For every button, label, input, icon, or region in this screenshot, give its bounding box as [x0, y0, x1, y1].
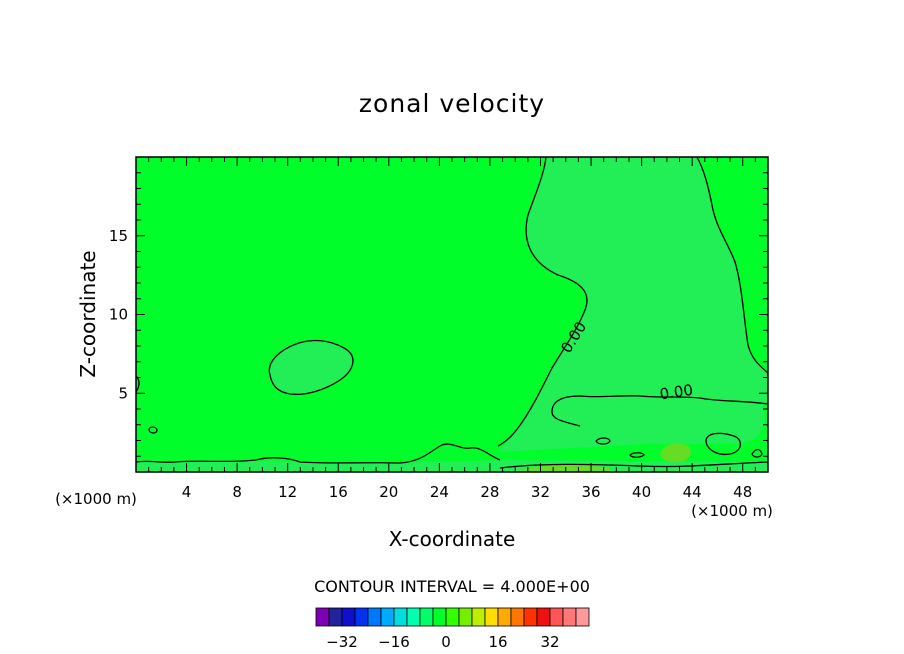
x-tick-label: 40: [632, 483, 651, 501]
x-tick-label: 24: [430, 483, 449, 501]
y-tick-label: 10: [109, 306, 128, 324]
colorbar-tick-label: 0: [441, 633, 451, 651]
colorbar-swatch: [380, 607, 395, 627]
plot-area: 0.00 0.00: [135, 156, 769, 473]
colorbar-swatch: [471, 607, 486, 627]
x-axis-label: X-coordinate: [389, 527, 516, 551]
chart-title: zonal velocity: [359, 89, 545, 118]
colorbar-swatch: [367, 607, 382, 627]
colorbar-swatch: [510, 607, 525, 627]
contour-patch-yellowgreen: [660, 443, 691, 463]
x-unit-right: (×1000 m): [691, 502, 773, 520]
x-tick-label: 44: [683, 483, 702, 501]
colorbar-swatch: [432, 607, 447, 627]
contour-line-bottom-right: [499, 461, 769, 469]
colorbar-swatch: [497, 607, 512, 627]
contour-interval-text: CONTOUR INTERVAL = 4.000E+00: [314, 577, 590, 596]
colorbar-swatch: [419, 607, 434, 627]
contour-line-small-6: [751, 448, 763, 458]
colorbar-swatch: [536, 607, 551, 627]
colorbar-swatch: [445, 607, 460, 627]
contour-line-bottom: [135, 443, 501, 464]
contour-line-zero-far-right: [696, 156, 769, 374]
y-tick-label: 15: [109, 227, 128, 245]
colorbar-swatch: [406, 607, 421, 627]
colorbar-swatch: [549, 607, 564, 627]
y-tick-label: 5: [118, 384, 128, 402]
x-tick-label: 8: [232, 483, 242, 501]
colorbar-swatch: [393, 607, 408, 627]
colorbar-swatch: [315, 607, 330, 627]
colorbar: −32 −16 0 16 32: [315, 607, 590, 651]
x-tick-label: 16: [329, 483, 348, 501]
colorbar-swatch: [341, 607, 356, 627]
contour-region-blob: [269, 340, 353, 395]
contour-line-small-1: [705, 432, 741, 456]
y-axis-label: Z-coordinate: [76, 250, 100, 377]
x-tick-label: 20: [379, 483, 398, 501]
contour-line-small-2: [148, 426, 158, 434]
x-tick-label: 32: [531, 483, 550, 501]
colorbar-swatch: [354, 607, 369, 627]
x-tick-label: 36: [581, 483, 600, 501]
contour-line-small-4: [629, 452, 645, 458]
contour-label-2: 0.00: [659, 381, 695, 403]
x-tick-label: 28: [480, 483, 499, 501]
colorbar-tick-label: 16: [488, 633, 507, 651]
colorbar-swatch: [328, 607, 343, 627]
colorbar-swatch: [523, 607, 538, 627]
colorbar-swatch: [575, 607, 590, 627]
x-tick-label: 48: [733, 483, 752, 501]
x-tick-label: 12: [278, 483, 297, 501]
x-tick-label: 4: [182, 483, 192, 501]
colorbar-swatch: [562, 607, 577, 627]
colorbar-swatch: [484, 607, 499, 627]
colorbar-tick-label: −32: [326, 633, 358, 651]
contour-lines: [135, 156, 769, 469]
colorbar-tick-label: 32: [540, 633, 559, 651]
contour-line-small-3: [595, 437, 611, 445]
colorbar-swatch: [458, 607, 473, 627]
contour-line-zero-right: [497, 156, 588, 447]
contour-region-right: [498, 157, 768, 452]
colorbar-tick-label: −16: [378, 633, 410, 651]
contour-line-middle: [551, 395, 769, 427]
contour-line-blob: [268, 339, 354, 396]
x-unit-left: (×1000 m): [55, 490, 137, 508]
contour-patch-yellowgreen-2: [520, 465, 610, 472]
